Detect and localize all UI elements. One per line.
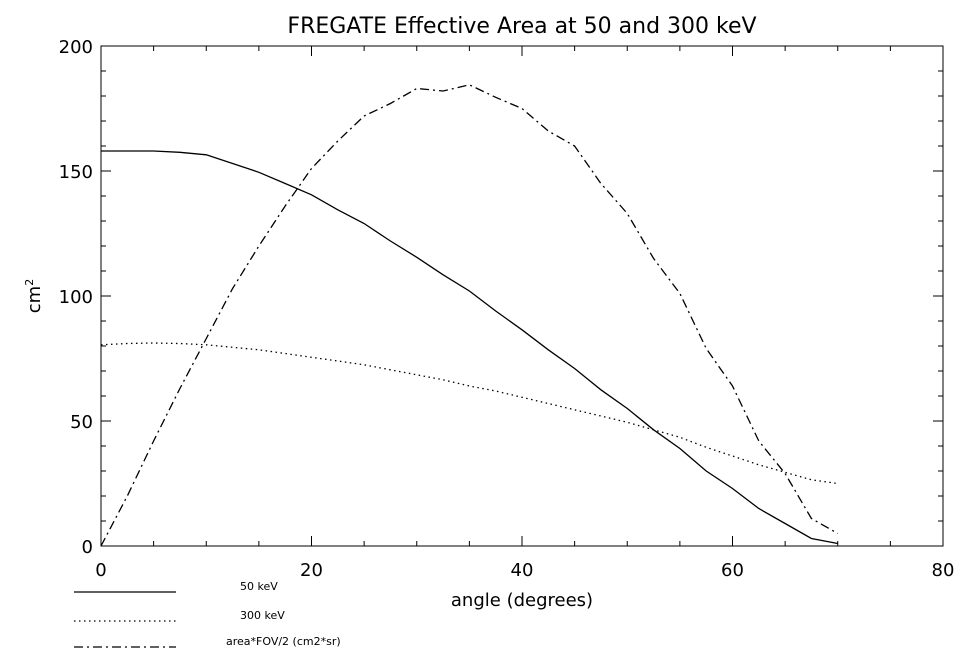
x-tick-label: 60 (721, 560, 744, 581)
y-tick-label: 150 (59, 162, 93, 183)
y-axis-label: cm2 (23, 279, 45, 313)
x-axis-label: angle (degrees) (451, 590, 593, 611)
plot-frame (100, 45, 944, 547)
y-axis-label-superscript: 2 (23, 279, 36, 286)
legend-label: 300 keV (240, 609, 285, 622)
tick-labels: 0 20 40 60 80 0 50 100 150 200 (59, 37, 955, 581)
y-tick-label: 100 (59, 287, 93, 308)
series-line-2 (100, 342, 838, 485)
x-tick-label: 40 (511, 560, 534, 581)
x-tick-label: 20 (300, 560, 323, 581)
series-lines (100, 84, 839, 547)
legend: 50 keV 300 keV area*FOV/2 (cm2*sr) (74, 580, 341, 648)
legend-label: 50 keV (240, 580, 278, 593)
y-tick-label: 0 (82, 537, 93, 558)
y-tick-label: 50 (70, 412, 93, 433)
x-tick-label: 80 (932, 560, 955, 581)
y-tick-label: 200 (59, 37, 93, 58)
series-line-1 (101, 150, 838, 545)
x-tick-label: 0 (95, 560, 106, 581)
chart-title: FREGATE Effective Area at 50 and 300 keV (287, 14, 756, 39)
legend-label: area*FOV/2 (cm2*sr) (226, 635, 341, 648)
axis-ticks (100, 45, 944, 547)
y-axis-label-base: cm (24, 286, 45, 313)
series-line-3 (100, 84, 839, 547)
